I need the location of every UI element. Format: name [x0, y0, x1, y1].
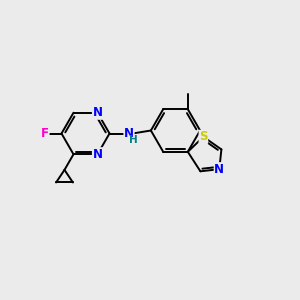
- Text: N: N: [92, 148, 103, 161]
- Text: F: F: [41, 127, 49, 140]
- Text: S: S: [199, 130, 208, 143]
- Text: H: H: [128, 135, 137, 145]
- Text: N: N: [214, 163, 224, 176]
- Text: N: N: [92, 106, 103, 119]
- Text: N: N: [124, 127, 134, 140]
